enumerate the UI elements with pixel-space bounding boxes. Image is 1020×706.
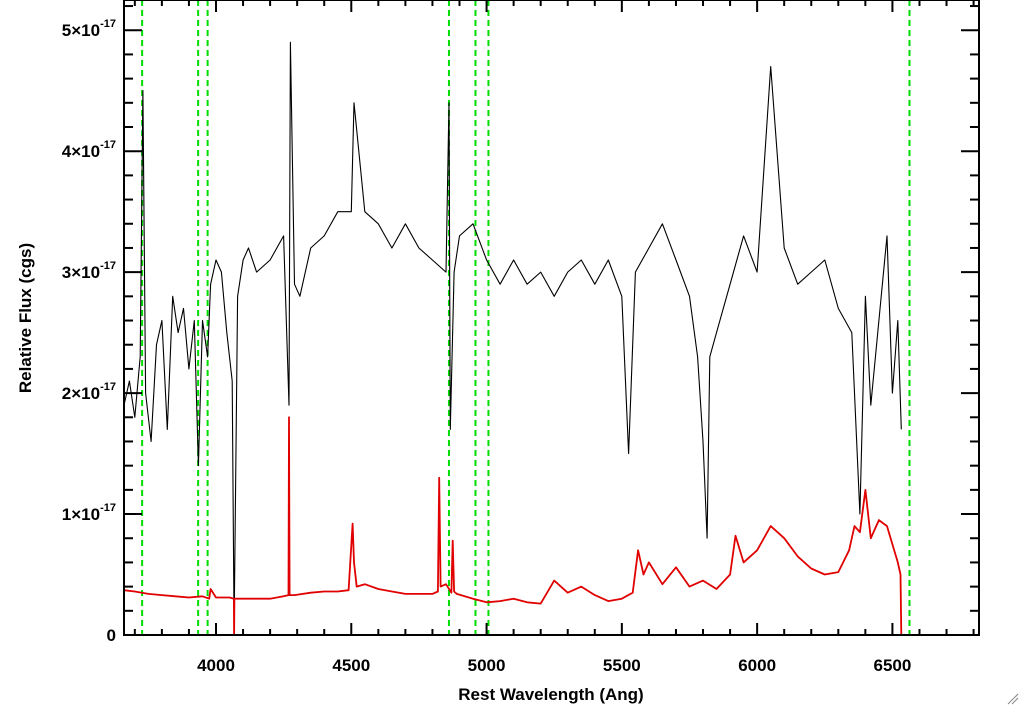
x-axis-title: Rest Wavelength (Ang) <box>458 685 643 704</box>
series-1-line <box>123 416 979 636</box>
y-tick-label: 4×10-17 <box>62 139 116 161</box>
x-tick-label: 4500 <box>332 656 370 675</box>
x-tick-label: 4000 <box>197 656 235 675</box>
series-layer <box>123 41 979 636</box>
resize-grip-icon[interactable] <box>1007 693 1019 705</box>
reference-lines <box>141 0 911 635</box>
y-axis: 0 1×10-17 2×10-17 3×10-17 4×10-17 5×10-17 <box>62 5 979 645</box>
y-tick-label: 1×10-17 <box>62 502 116 524</box>
x-axis: 4000 4500 5000 5500 6000 6500 <box>133 0 975 675</box>
x-tick-label: 6500 <box>874 656 912 675</box>
series-0-line <box>123 41 902 630</box>
y-tick-label: 5×10-17 <box>62 18 116 40</box>
plot-frame <box>123 0 980 636</box>
x-tick-label: 6000 <box>738 656 776 675</box>
x-tick-label: 5000 <box>468 656 506 675</box>
y-axis-title: Relative Flux (cgs) <box>16 243 35 393</box>
y-tick-label: 3×10-17 <box>62 260 116 282</box>
y-tick-label: 2×10-17 <box>62 381 116 403</box>
y-tick-label: 0 <box>107 626 116 645</box>
x-tick-label: 5500 <box>603 656 641 675</box>
